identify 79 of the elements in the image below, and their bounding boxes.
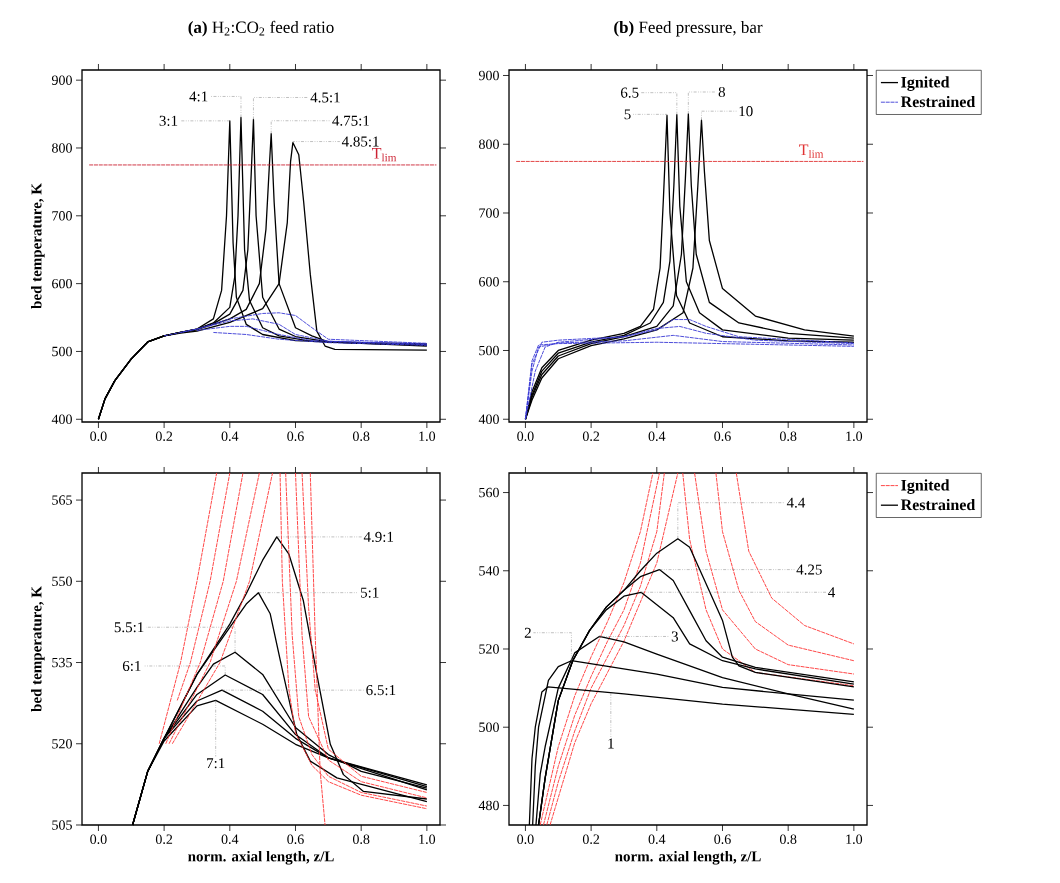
y-tick-label: 900 <box>478 70 499 81</box>
y-tick-label: 800 <box>52 143 72 153</box>
chart-title: (a) H$_{2}$:CO$_{2}$ feed ratio <box>188 20 334 37</box>
x-tick-label: 0.8 <box>352 431 370 442</box>
y-tick-label: 500 <box>479 722 499 732</box>
y-tick-label: 400 <box>478 414 499 424</box>
y-tick-label: 600 <box>52 278 72 289</box>
x-tick-label: 0.0 <box>517 431 534 442</box>
y-tick-label: 900 <box>51 75 72 85</box>
y-tick-label: 700 <box>52 211 72 221</box>
y-tick-label: 520 <box>479 644 499 654</box>
x-tick-label: 0.2 <box>155 431 173 442</box>
y-tick-label: 505 <box>52 820 72 830</box>
y-tick-label: 540 <box>479 566 499 576</box>
annotation: 3 <box>671 631 678 642</box>
annotation: 4.9:1 <box>363 531 394 542</box>
y-tick-label: 800 <box>479 139 499 149</box>
annotation: 8 <box>718 86 726 98</box>
y-tick-label: 700 <box>479 208 499 218</box>
y-axis-title: bed temperature, K <box>31 586 45 712</box>
annotation: 4.5:1 <box>310 92 340 103</box>
x-tick-label: 0.4 <box>648 834 666 845</box>
legend-label: Ignited <box>901 479 950 494</box>
annotation: 5 <box>624 109 631 120</box>
legend-label: Restrained <box>900 498 976 511</box>
annotation: 7:1 <box>207 758 225 769</box>
annotation: 5:1 <box>361 587 379 598</box>
annotation: 3:1 <box>159 115 178 126</box>
annotation: 1 <box>608 738 614 749</box>
x-tick-label: 0.4 <box>648 431 666 442</box>
y-tick-label: 550 <box>52 576 72 587</box>
x-tick-label: 1.0 <box>419 431 436 442</box>
annotation: 4.75:1 <box>332 115 369 126</box>
x-tick-label: 0.6 <box>714 431 731 442</box>
annotation: 2 <box>524 627 531 638</box>
x-tick-label: 0.8 <box>779 834 797 845</box>
y-tick-label: 600 <box>479 277 499 287</box>
y-tick-label: 500 <box>479 345 499 356</box>
y-tick-label: 565 <box>52 495 72 505</box>
chart-title: (b) Feed pressure, bar <box>614 21 763 37</box>
x-tick-label: 0.8 <box>779 431 797 442</box>
x-tick-label: 0.0 <box>90 834 107 845</box>
annotation: 4.4 <box>786 497 806 508</box>
x-tick-label: 0.6 <box>287 834 304 845</box>
y-tick-label: 560 <box>479 487 499 498</box>
legend-label: Restrained <box>900 95 976 108</box>
annotation: 4.85:1 <box>341 136 379 147</box>
annotation: 4:1 <box>189 91 208 102</box>
ref-line-label: T$_{lim}$ <box>799 144 824 158</box>
x-tick-label: 1.0 <box>846 834 863 845</box>
y-tick-label: 500 <box>52 346 72 357</box>
legend-label: Ignited <box>901 76 950 91</box>
y-tick-label: 535 <box>52 657 72 668</box>
ref-line-label: T$_{lim}$ <box>372 148 397 162</box>
x-tick-label: 0.4 <box>221 834 239 845</box>
y-tick-label: 520 <box>52 739 72 749</box>
x-tick-label: 1.0 <box>846 431 863 442</box>
y-axis-title: bed temperature, K <box>31 183 45 309</box>
x-tick-label: 0.0 <box>517 834 534 845</box>
x-tick-label: 0.6 <box>714 834 731 845</box>
annotation: 4.25 <box>796 564 822 575</box>
annotation: 5.5:1 <box>114 622 144 633</box>
x-tick-label: 0.4 <box>221 431 239 442</box>
x-tick-label: 0.2 <box>582 431 600 442</box>
annotation: 6.5:1 <box>366 685 396 696</box>
x-axis-title: norm. axial length, z/L <box>615 850 761 865</box>
y-tick-label: 400 <box>51 414 72 424</box>
x-axis-title: norm. axial length, z/L <box>188 850 334 865</box>
annotation: 10 <box>739 106 753 117</box>
annotation: 6:1 <box>122 660 141 672</box>
x-tick-label: 0.2 <box>582 834 600 845</box>
annotation: 4 <box>828 587 836 598</box>
x-tick-label: 0.8 <box>352 834 370 845</box>
x-tick-label: 0.6 <box>287 431 304 442</box>
x-tick-label: 1.0 <box>419 834 436 845</box>
annotation: 6.5 <box>620 87 639 98</box>
x-tick-label: 0.0 <box>90 431 107 442</box>
y-tick-label: 480 <box>478 800 499 811</box>
x-tick-label: 0.2 <box>155 834 173 845</box>
